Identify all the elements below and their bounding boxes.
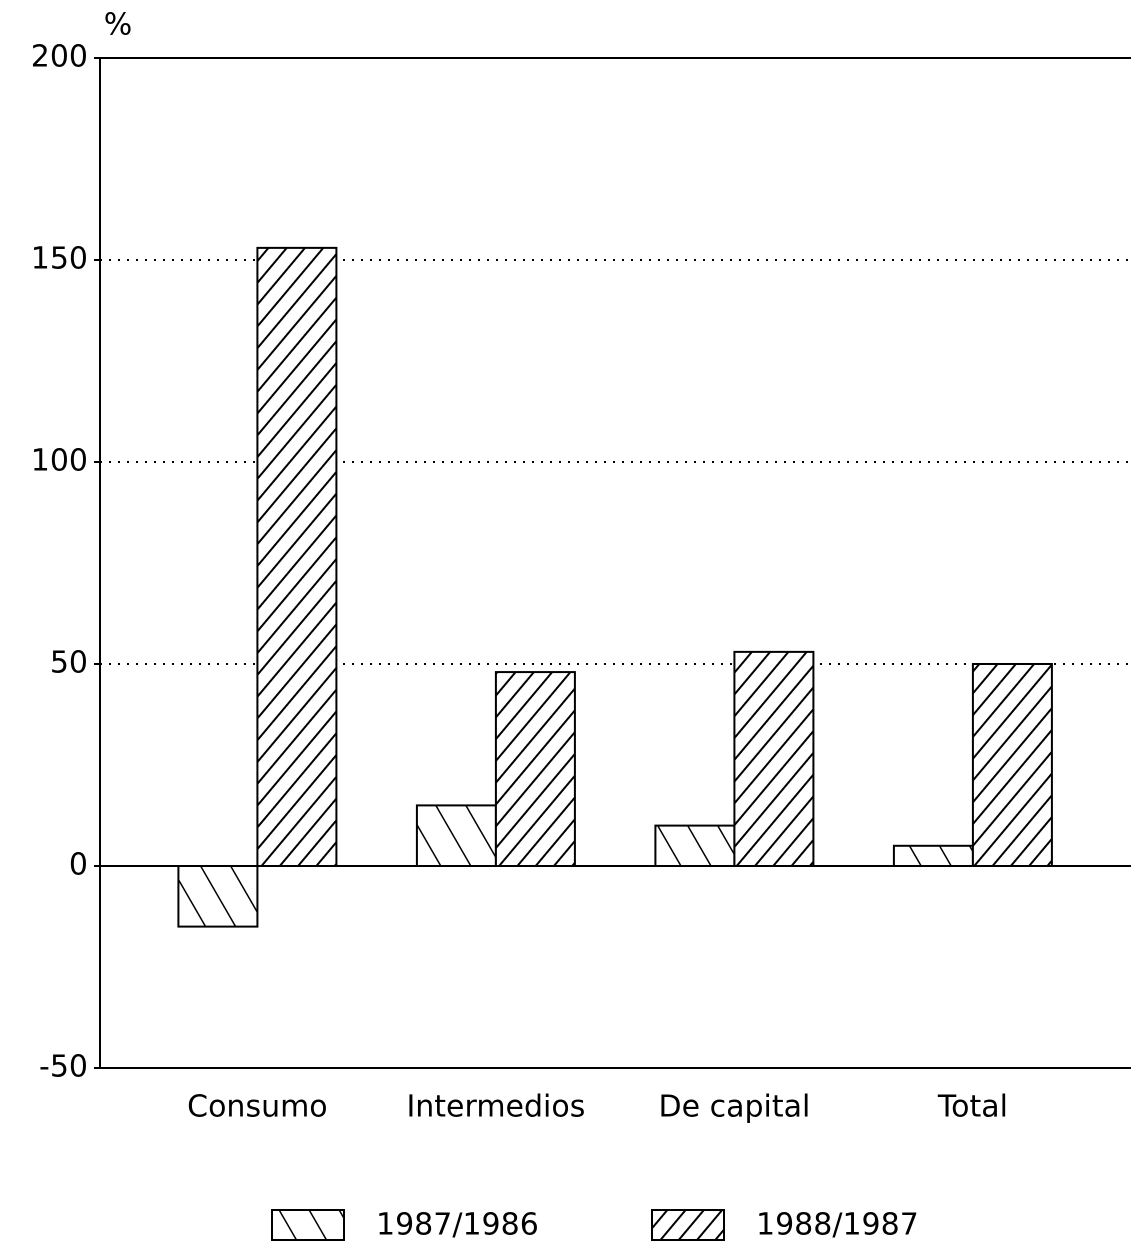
bar: [177, 865, 259, 928]
bar: [256, 246, 338, 867]
bar: [733, 650, 815, 867]
y-tick-label: 150: [31, 242, 88, 277]
bar: [892, 844, 974, 867]
bar: [415, 804, 497, 868]
legend-label: 1987/1986: [376, 1208, 539, 1243]
plot-frame: [99, 57, 1131, 1069]
y-tick-label: 200: [31, 40, 88, 75]
x-tick-label: De capital: [658, 1090, 810, 1125]
x-tick-label: Consumo: [187, 1090, 328, 1125]
x-tick-label: Total: [937, 1090, 1008, 1125]
y-tick-label: 0: [69, 848, 88, 883]
bar: [494, 671, 576, 868]
bar: [654, 824, 736, 867]
x-tick-label: Intermedios: [406, 1090, 585, 1125]
y-tick-label: -50: [39, 1050, 88, 1085]
y-tick-label: 50: [50, 646, 88, 681]
legend-swatch: [271, 1209, 345, 1241]
y-axis-label: %: [104, 8, 133, 43]
legend-label: 1988/1987: [756, 1208, 919, 1243]
y-tick-label: 100: [31, 444, 88, 479]
legend-swatch: [651, 1209, 725, 1241]
bar: [971, 663, 1053, 867]
